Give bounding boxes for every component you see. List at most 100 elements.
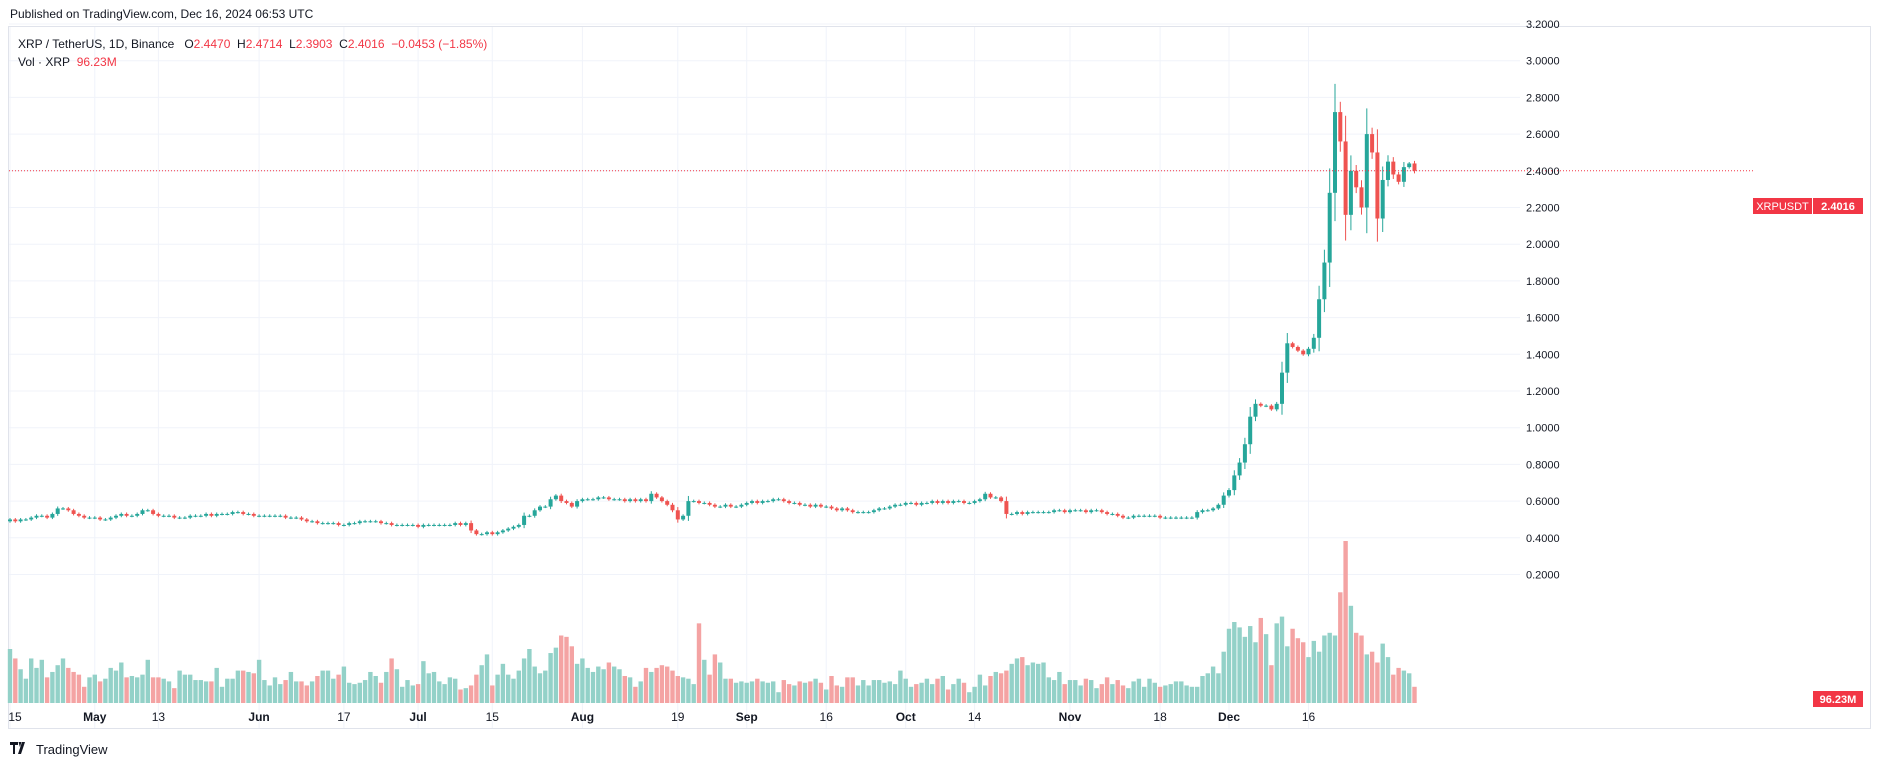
candle-body <box>273 515 277 517</box>
candle-body <box>304 519 309 522</box>
candle-body <box>771 499 776 502</box>
volume-bar <box>299 681 304 703</box>
candle-body <box>1110 513 1115 515</box>
volume-bar <box>1025 665 1030 703</box>
candle-body <box>479 534 484 536</box>
candle-body <box>432 524 436 526</box>
volume-bar <box>866 685 871 703</box>
volume-bar <box>1036 663 1041 703</box>
volume-bar <box>468 685 474 703</box>
candle-body <box>697 501 701 503</box>
volume-bar <box>442 684 447 703</box>
volume-bar <box>511 678 516 703</box>
candle-body <box>829 506 834 509</box>
candle-body <box>1301 350 1306 355</box>
candle-body <box>1115 513 1120 516</box>
candle-body <box>628 499 633 502</box>
volume-bar <box>129 676 135 703</box>
volume-bar <box>1157 686 1163 703</box>
volume-bar <box>1226 628 1232 703</box>
y-tick-label: 0.2000 <box>1526 570 1560 582</box>
volume-bar <box>506 674 511 703</box>
candle-body <box>220 513 224 515</box>
volume-bar <box>1184 685 1189 703</box>
volume-bar <box>961 682 967 703</box>
candle-body <box>156 513 161 516</box>
volume-bar <box>166 681 172 703</box>
volume-bar <box>1205 673 1210 703</box>
volume-bar <box>437 681 442 703</box>
candle-body <box>1009 513 1014 515</box>
volume-bar <box>458 689 463 703</box>
legend-low-value: 2.3903 <box>295 37 333 51</box>
candle-body <box>1216 504 1221 509</box>
candle-body <box>368 521 373 523</box>
grid <box>9 23 1520 728</box>
volume-bar <box>13 658 18 703</box>
legend-volume-label[interactable]: Vol · XRP <box>18 55 71 69</box>
y-tick-label: 3.2000 <box>1526 19 1560 31</box>
volume-bar <box>1407 673 1412 703</box>
chart-frame[interactable] <box>8 26 1871 729</box>
volume-bar <box>1163 685 1168 703</box>
volume-bar <box>378 682 384 703</box>
footer: TradingView <box>10 742 108 757</box>
volume-bar <box>1364 654 1369 703</box>
volume-bar <box>882 682 887 703</box>
legend-title[interactable]: XRP / TetherUS, 1D, Binance <box>18 37 175 51</box>
candle-body <box>119 513 124 516</box>
candle-body <box>71 510 76 514</box>
volume-bar <box>808 681 813 703</box>
volume-bar <box>967 692 972 703</box>
volume-bar <box>447 677 453 703</box>
candles <box>8 83 1417 536</box>
candle-body <box>283 515 288 518</box>
y-tick-label: 0.4000 <box>1526 533 1560 545</box>
volume-bar <box>548 653 553 703</box>
volume-bar <box>288 671 294 703</box>
candle-body <box>1386 161 1390 180</box>
volume-bar <box>792 685 797 703</box>
y-tick-label: 1.0000 <box>1526 423 1560 435</box>
volume-bar <box>914 684 919 703</box>
candle-body <box>108 517 113 520</box>
volume-bar <box>1173 681 1179 703</box>
candle-body <box>649 493 654 502</box>
candle-body <box>1396 174 1401 182</box>
volume-bar <box>1168 684 1173 703</box>
volume-bar <box>336 674 341 703</box>
footer-brand[interactable]: TradingView <box>36 742 108 757</box>
volume-bar <box>924 678 930 703</box>
volume-bar <box>1136 678 1142 703</box>
candle-body <box>1232 475 1237 491</box>
candle-body <box>230 512 235 514</box>
volume-bar <box>82 686 87 703</box>
volume-bar <box>643 667 649 703</box>
volume-bar <box>304 685 309 703</box>
x-tick-label: Nov <box>1059 710 1082 724</box>
volume-bar <box>140 674 145 703</box>
volume-bar <box>1126 688 1131 703</box>
candle-body <box>1168 517 1173 519</box>
tradingview-logo-icon[interactable] <box>10 742 30 757</box>
legend-high-value: 2.4714 <box>245 37 283 51</box>
candle-body <box>1290 343 1295 347</box>
volume-bar <box>877 680 882 703</box>
candle-body <box>511 526 516 529</box>
candle-body <box>792 502 797 504</box>
volume-bar <box>590 671 596 703</box>
candle-body <box>818 504 823 507</box>
candle-body <box>45 515 50 518</box>
candle-body <box>940 501 945 503</box>
price-axis: 3.2000 3.0000 2.8000 2.6000 2.4000 2.2000 2.00… <box>1526 19 1560 582</box>
x-tick-label: 16 <box>1302 710 1316 724</box>
candle-body <box>522 515 527 525</box>
volume-bar <box>1263 634 1269 703</box>
volume-bar <box>654 667 659 703</box>
volume-badge-bg <box>1813 691 1863 707</box>
volume-bar <box>1290 628 1295 703</box>
candle-body <box>124 513 129 516</box>
candle-body <box>898 504 903 506</box>
volume-bar <box>251 673 256 703</box>
